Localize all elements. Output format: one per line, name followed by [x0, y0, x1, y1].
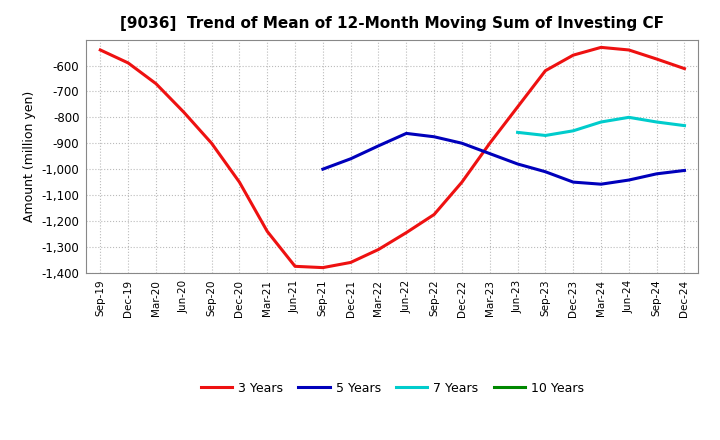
- 3 Years: [597, 45, 606, 50]
- 7 Years: [597, 119, 606, 125]
- 5 Years: [652, 171, 661, 176]
- 5 Years: [624, 177, 633, 183]
- 5 Years: [374, 143, 383, 148]
- 3 Years: [346, 260, 355, 265]
- 3 Years: [374, 247, 383, 252]
- 5 Years: [569, 180, 577, 185]
- 3 Years: [513, 104, 522, 110]
- 3 Years: [179, 110, 188, 115]
- Line: 3 Years: 3 Years: [100, 48, 685, 268]
- 5 Years: [318, 166, 327, 172]
- 5 Years: [513, 161, 522, 167]
- 3 Years: [124, 60, 132, 66]
- 3 Years: [318, 265, 327, 270]
- Line: 7 Years: 7 Years: [518, 117, 685, 136]
- 3 Years: [96, 48, 104, 53]
- 3 Years: [485, 141, 494, 146]
- 5 Years: [680, 168, 689, 173]
- 5 Years: [541, 169, 550, 174]
- 3 Years: [569, 52, 577, 58]
- 7 Years: [624, 115, 633, 120]
- 3 Years: [680, 66, 689, 71]
- 5 Years: [597, 182, 606, 187]
- 3 Years: [152, 81, 161, 86]
- 3 Years: [263, 229, 271, 234]
- 3 Years: [291, 264, 300, 269]
- 7 Years: [652, 119, 661, 125]
- 3 Years: [458, 180, 467, 185]
- 5 Years: [485, 151, 494, 156]
- 5 Years: [346, 156, 355, 161]
- Title: [9036]  Trend of Mean of 12-Month Moving Sum of Investing CF: [9036] Trend of Mean of 12-Month Moving …: [120, 16, 665, 32]
- 3 Years: [235, 180, 243, 185]
- 7 Years: [680, 123, 689, 128]
- 7 Years: [569, 128, 577, 133]
- 3 Years: [207, 141, 216, 146]
- 5 Years: [430, 134, 438, 139]
- Y-axis label: Amount (million yen): Amount (million yen): [23, 91, 36, 222]
- 3 Years: [652, 56, 661, 62]
- 3 Years: [430, 212, 438, 217]
- 5 Years: [402, 131, 410, 136]
- 3 Years: [624, 48, 633, 53]
- 7 Years: [541, 133, 550, 138]
- 7 Years: [513, 130, 522, 135]
- 3 Years: [402, 230, 410, 235]
- Legend: 3 Years, 5 Years, 7 Years, 10 Years: 3 Years, 5 Years, 7 Years, 10 Years: [196, 377, 589, 400]
- Line: 5 Years: 5 Years: [323, 133, 685, 184]
- 5 Years: [458, 141, 467, 146]
- 3 Years: [541, 68, 550, 73]
